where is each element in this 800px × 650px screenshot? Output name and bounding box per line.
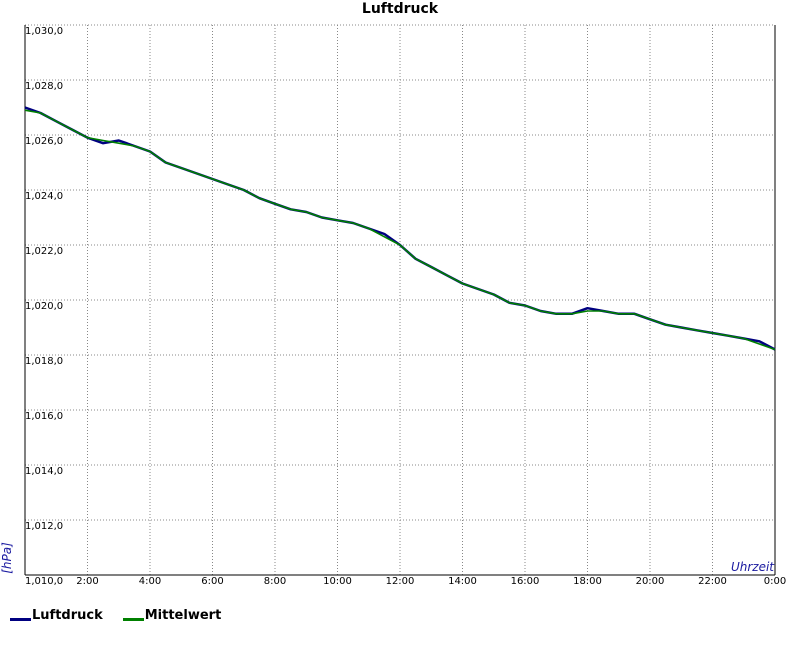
y-tick-label: 1,018,0 bbox=[25, 356, 63, 367]
legend-swatch-mittelwert bbox=[122, 618, 144, 621]
y-tick-label: 1,028,0 bbox=[25, 81, 63, 92]
y-tick-label: 1,020,0 bbox=[25, 301, 63, 312]
legend-item-mittelwert: Mittelwert bbox=[122, 608, 222, 623]
y-axis-label: [hPa] bbox=[0, 542, 14, 574]
y-tick-label: 1,024,0 bbox=[25, 191, 63, 202]
x-tick-label: 18:00 bbox=[573, 576, 602, 587]
x-tick-label: 14:00 bbox=[448, 576, 477, 587]
x-tick-label: 12:00 bbox=[386, 576, 415, 587]
y-tick-label: 1,026,0 bbox=[25, 136, 63, 147]
x-axis-label: Uhrzeit bbox=[731, 560, 775, 574]
legend-swatch-luftdruck bbox=[10, 618, 31, 621]
axes bbox=[24, 25, 776, 576]
x-tick-label: 4:00 bbox=[139, 576, 161, 587]
y-tick-label: 1,014,0 bbox=[25, 466, 63, 477]
series-line-mittelwert bbox=[24, 109, 776, 351]
x-tick-label: 22:00 bbox=[698, 576, 727, 587]
y-tick-label: 1,030,0 bbox=[25, 26, 63, 37]
x-tick-label: 16:00 bbox=[511, 576, 540, 587]
y-tick-label: 1,022,0 bbox=[25, 246, 63, 257]
legend-label-luftdruck: Luftdruck bbox=[32, 608, 103, 623]
legend-label-mittelwert: Mittelwert bbox=[144, 608, 222, 623]
y-tick-label: 1,010,0 bbox=[25, 576, 63, 587]
x-tick-label: 10:00 bbox=[323, 576, 352, 587]
x-tick-label: 2:00 bbox=[76, 576, 98, 587]
series-lines bbox=[24, 106, 776, 351]
y-tick-labels: 1,010,0 1,012,0 1,014,0 1,016,0 1,018,0 1,020… bbox=[25, 26, 63, 587]
legend: Luftdruck Mittelwert bbox=[10, 608, 221, 623]
legend-item-luftdruck: Luftdruck bbox=[10, 608, 103, 623]
chart-title: Luftdruck bbox=[362, 1, 439, 17]
x-tick-label: 0:00 bbox=[764, 576, 786, 587]
y-tick-label: 1,016,0 bbox=[25, 411, 63, 422]
x-tick-labels: 2:00 4:00 6:00 8:00 10:00 12:00 14:00 16:00 18:0… bbox=[76, 576, 786, 587]
y-tick-label: 1,012,0 bbox=[25, 521, 63, 532]
x-tick-label: 6:00 bbox=[201, 576, 223, 587]
x-tick-label: 8:00 bbox=[264, 576, 286, 587]
pressure-chart: Luftdruck 1,010,01,012,01,014,01,016,01,… bbox=[0, 1, 786, 587]
grid bbox=[25, 24, 776, 575]
x-tick-label: 20:00 bbox=[636, 576, 665, 587]
